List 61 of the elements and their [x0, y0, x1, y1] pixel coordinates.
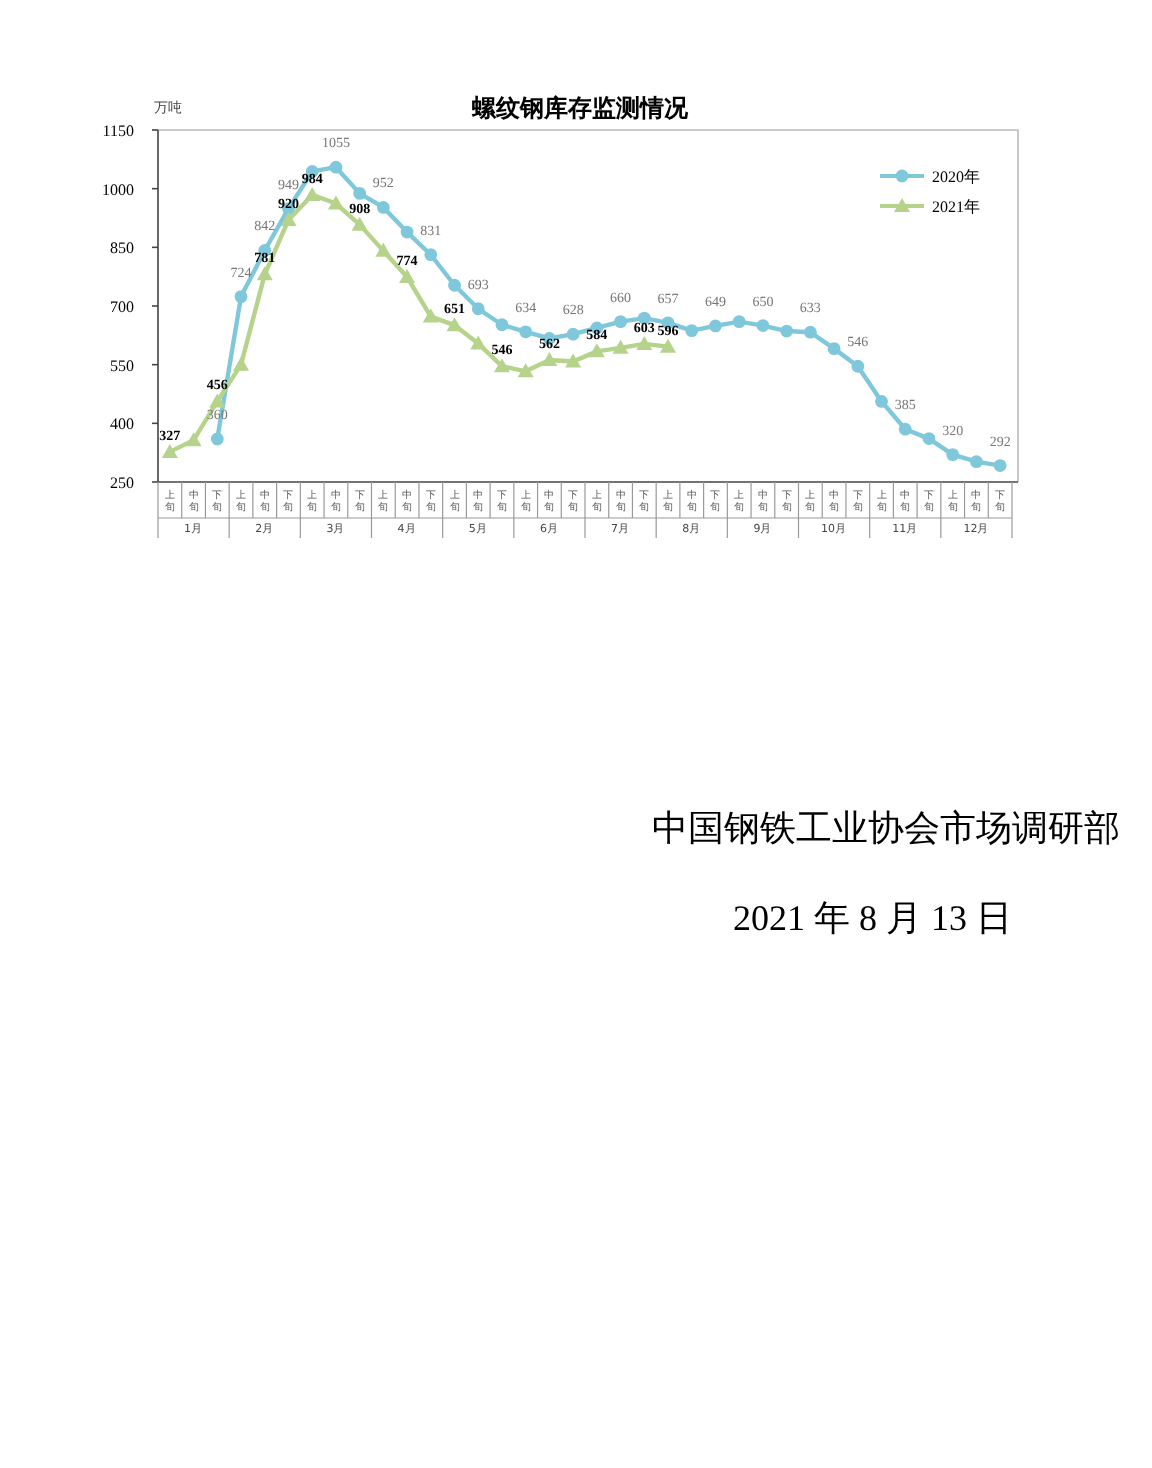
- text: 2021 年 8 月 13 日: [733, 898, 1012, 938]
- point: [827, 342, 841, 356]
- point: [400, 225, 414, 239]
- point: [256, 266, 273, 281]
- point: [280, 211, 297, 226]
- point: [519, 325, 533, 339]
- point: [780, 324, 794, 338]
- point: [517, 363, 534, 378]
- point: [922, 432, 936, 445]
- point: [588, 343, 605, 358]
- y-tick-label: 1000: [102, 180, 134, 199]
- point: [565, 353, 582, 368]
- point: [351, 216, 368, 231]
- point: [376, 201, 390, 214]
- point: [470, 335, 487, 350]
- point: [448, 278, 461, 292]
- point: [756, 319, 770, 332]
- point: [685, 324, 699, 338]
- point: [161, 443, 178, 458]
- point: [566, 327, 580, 341]
- legend-label: 2020年: [932, 168, 980, 186]
- point: [185, 432, 202, 447]
- point: [399, 269, 416, 284]
- point: [614, 315, 627, 329]
- point: [327, 195, 344, 210]
- point: [209, 393, 226, 408]
- point: [422, 308, 439, 323]
- point: [732, 315, 746, 329]
- point: [541, 351, 558, 366]
- text: 中国钢铁工业协会市场调研部: [652, 808, 1120, 850]
- point: [851, 359, 865, 373]
- point: [660, 338, 677, 353]
- point: [898, 422, 912, 436]
- point: [375, 242, 392, 257]
- y-tick-label: 700: [110, 298, 134, 316]
- point: [471, 302, 485, 316]
- y-tick-label: 550: [110, 356, 134, 375]
- point: [709, 319, 722, 333]
- y-tick-label: 250: [110, 474, 134, 492]
- point: [803, 325, 817, 339]
- point: [424, 248, 438, 262]
- y-tick-label: 850: [110, 239, 134, 258]
- point: [495, 318, 509, 332]
- point: [353, 186, 367, 200]
- y-tick-label: 400: [110, 415, 134, 434]
- chart-title: 螺纹钢库存监测情况: [470, 94, 690, 122]
- point: [493, 358, 510, 373]
- y-tick-label: 1150: [102, 122, 134, 140]
- point: [993, 459, 1007, 472]
- point: [970, 455, 983, 469]
- point: [875, 395, 888, 408]
- point: [612, 339, 629, 354]
- point: [446, 317, 463, 332]
- point: [233, 356, 250, 371]
- legend-label: 2021年: [932, 198, 980, 216]
- point: [946, 448, 960, 462]
- point: [329, 160, 343, 174]
- point: [234, 290, 248, 304]
- point: [636, 335, 653, 350]
- point: [210, 432, 224, 446]
- point: [304, 186, 321, 201]
